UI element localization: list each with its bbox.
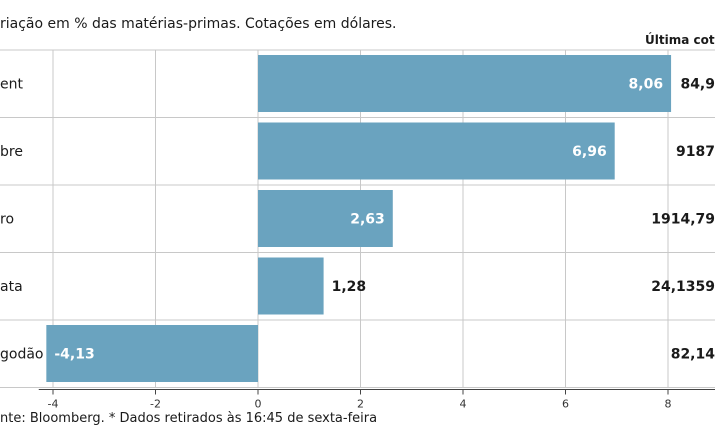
value-label: 1,28 [332,279,367,295]
value-label: 2,63 [350,212,385,228]
category-label: ata [0,279,23,295]
last-price-label: 84,9 [680,77,715,93]
last-price-label: 1914,79 [651,212,715,228]
category-label: ro [0,212,14,228]
last-price-label: 9187 [676,144,715,160]
category-label: bre [0,144,23,160]
bar [258,190,393,247]
category-label: godão [0,347,43,363]
source-note: nte: Bloomberg. * Dados retirados às 16:… [0,411,378,426]
chart-subtitle: riação em % das matérias-primas. Cotaçõe… [0,16,397,32]
x-tick-label: 6 [562,398,569,411]
x-tick-label: 2 [357,398,364,411]
x-tick-label: 4 [460,398,467,411]
x-tick-label: -4 [48,398,59,411]
value-label: 6,96 [572,144,607,160]
x-tick-label: 8 [665,398,672,411]
last-price-label: 24,1359 [651,279,715,295]
commodities-bar-chart: ent 8,06 84,9 bre 6,96 9187 ro 2,63 1914,79 ata 1,… [0,49,715,411]
bar [46,325,259,382]
bar [258,122,615,180]
bar [258,257,324,315]
x-tick-label: 0 [255,398,262,411]
x-tick-label: -2 [150,398,161,411]
value-label: -4,13 [54,347,94,363]
bar [258,55,672,112]
value-label: 8,06 [629,77,664,93]
category-label: ent [0,77,23,93]
price-column-title: Última cotaç [645,33,715,47]
last-price-label: 82,14 [671,347,715,363]
